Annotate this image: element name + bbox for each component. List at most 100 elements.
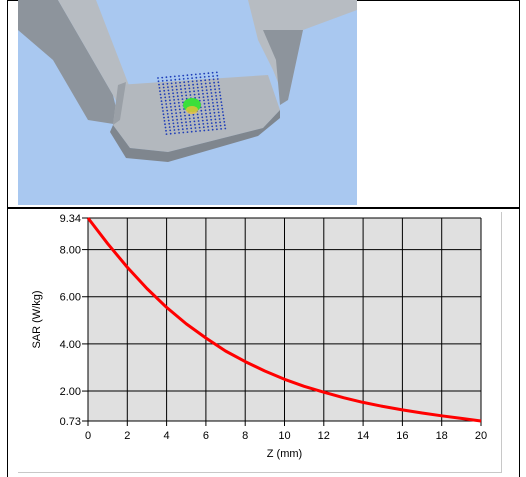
x-axis-ticks: 0 2 4 6 8 10 12 14 16 18 20 (85, 421, 487, 442)
sar-z-chart-panel: 0.73 2.00 4.00 6.00 8.00 9.34 0 2 4 6 8 10 12 14 16 18… (18, 212, 502, 473)
scan-point (175, 85, 178, 88)
scan-point (172, 92, 175, 95)
scan-point (161, 80, 164, 82)
scan-point (163, 89, 166, 92)
scan-point (203, 72, 206, 75)
scan-point (199, 73, 201, 75)
scan-point (193, 120, 196, 123)
scan-point (215, 98, 218, 101)
scan-point (174, 105, 177, 108)
scan-point (184, 91, 187, 93)
scan-point (218, 118, 221, 120)
scan-point (186, 74, 189, 77)
series-group (86, 217, 482, 423)
scan-point (167, 116, 170, 119)
scan-point (191, 80, 194, 83)
scan-point (190, 73, 193, 76)
scan-point (211, 98, 214, 101)
scan-point (215, 95, 218, 97)
scan-point (162, 86, 165, 89)
scan-point (172, 122, 175, 125)
scan-point (186, 131, 189, 134)
scan-point (179, 111, 182, 114)
scan-point (209, 112, 212, 115)
scan-point (174, 78, 177, 81)
scan-point (207, 102, 210, 105)
scan-point (204, 106, 206, 108)
x-tick-label: 0 (85, 430, 91, 442)
scan-point (176, 92, 179, 94)
scan-point (196, 113, 199, 116)
scan-point (217, 111, 220, 114)
scan-point (166, 113, 169, 115)
scan-point (205, 85, 208, 88)
scan-point (202, 92, 204, 95)
scan-point (196, 83, 199, 86)
scan-point (161, 103, 163, 106)
scan-point (193, 93, 196, 96)
scan-point (161, 106, 164, 109)
x-tick-label: 4 (164, 430, 170, 442)
scan-point (197, 90, 200, 92)
scan-point (180, 91, 183, 94)
scan-point (198, 123, 201, 126)
scan-point (175, 88, 178, 91)
scan-point (176, 118, 179, 121)
scan-point (165, 133, 168, 136)
scan-point (178, 105, 181, 107)
scan-point (180, 121, 183, 124)
scan-point (214, 115, 216, 117)
scan-point (196, 86, 199, 89)
scan-point (162, 110, 164, 112)
x-tick-label: 14 (357, 430, 369, 442)
scan-point (158, 83, 160, 86)
phantom-render-icon (18, 0, 357, 162)
scan-point (173, 129, 176, 131)
scan-point (220, 127, 223, 130)
scan-point (188, 114, 191, 117)
scan-point (207, 72, 210, 75)
scan-point (200, 83, 203, 85)
scan-point (195, 80, 198, 82)
scan-point (183, 111, 186, 114)
scan-point (211, 125, 214, 128)
y-tick-label: 6.00 (60, 292, 81, 304)
scan-point (197, 93, 200, 96)
scan-point (173, 125, 175, 128)
scan-point (216, 128, 218, 131)
scan-point (209, 85, 212, 88)
scan-point (166, 82, 169, 85)
scan-point (169, 99, 171, 102)
scan-point (218, 88, 221, 90)
scan-point (171, 89, 174, 91)
scan-point (219, 124, 222, 127)
scan-point (198, 126, 201, 129)
scan-point (173, 99, 176, 101)
scan-point (193, 117, 195, 119)
scan-point (174, 132, 176, 135)
scan-point (163, 93, 166, 95)
scan-point (157, 77, 159, 79)
scan-point (165, 103, 168, 105)
scan-point (169, 102, 172, 105)
scan-point (173, 102, 176, 105)
scan-point (159, 93, 162, 96)
scan-point (177, 128, 180, 131)
scan-point (198, 96, 201, 99)
scan-point (212, 105, 215, 108)
scan-point (211, 71, 214, 74)
scan-point (213, 111, 216, 114)
scan-point (220, 104, 223, 107)
scan-point (211, 128, 214, 131)
scan-point (205, 112, 207, 115)
scan-point (194, 73, 197, 76)
scan-point (174, 82, 177, 84)
scan-point (194, 127, 197, 129)
scan-point (192, 87, 195, 89)
sar-vs-z-chart: 0.73 2.00 4.00 6.00 8.00 9.34 0 2 4 6 8 10 12 14 16 18… (31, 213, 487, 460)
x-tick-label: 16 (396, 430, 408, 442)
scan-point (204, 82, 207, 85)
scan-point (189, 90, 191, 93)
scan-point (213, 85, 216, 87)
scan-point (201, 119, 204, 122)
